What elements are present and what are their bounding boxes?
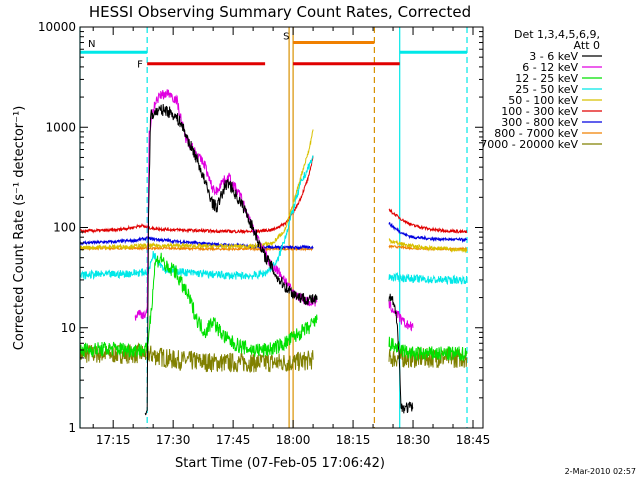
series-line-6-seg-1 [388,222,468,244]
series-line-3-seg-1 [388,271,468,286]
axes: 1 10 100 1000 10000 17:15 17:30 17:45 18:00 18:15… [38,20,490,447]
legend-label-5: 100 - 300 keV [501,105,578,118]
series-line-5-seg-0 [79,155,314,235]
x-tick-label-1: 17:30 [156,433,191,447]
y-tick-label-4: 10000 [38,20,76,34]
x-tick-label-2: 17:45 [216,433,251,447]
legend-header-0: Det 1,3,4,5,6,9, [514,28,600,41]
legend-label-2: 12 - 25 keV [515,72,578,85]
series-line-8-seg-0 [79,342,314,373]
x-tick-label-0: 17:15 [96,433,131,447]
legend-label-0: 3 - 6 keV [529,50,578,63]
x-tick-label-4: 18:15 [336,433,371,447]
series-line-0-seg-1 [388,293,414,414]
series-line-2-seg-0 [79,252,318,358]
legend-label-8: 7000 - 20000 keV [480,138,578,151]
series-line-5-seg-1 [388,208,468,234]
flag-label-s: S [283,32,289,43]
legend-header-1: Att 0 [574,39,600,52]
legend-label-4: 50 - 100 keV [508,94,578,107]
y-tick-label-3: 1000 [45,120,76,134]
x-tick-label-6: 18:45 [456,433,491,447]
series-line-2-seg-1 [388,336,468,362]
y-tick-label-0: 1 [68,421,76,435]
legend-label-7: 800 - 7000 keV [494,127,578,140]
x-tick-label-3: 18:00 [276,433,311,447]
x-axis-label: Start Time (07-Feb-05 17:06:42) [175,456,385,471]
chart-title: HESSI Observing Summary Count Rates, Cor… [89,3,471,21]
date-stamp: 2-Mar-2010 02:57 [565,467,636,476]
x-tick-label-5: 18:30 [396,433,431,447]
series-line-0-seg-0 [144,103,318,416]
series-line-6-seg-0 [79,236,314,251]
series-line-1-seg-1 [388,300,414,332]
series-line-3-seg-0 [79,155,314,280]
y-tick-label-2: 100 [53,221,76,235]
series-line-4-seg-0 [79,129,314,252]
plot-marks: N F S [79,27,468,428]
legend-label-3: 25 - 50 keV [515,83,578,96]
y-axis-label: Corrected Count Rate (s⁻¹ detector⁻¹) [12,106,27,351]
legend-label-6: 300 - 800 keV [501,116,578,129]
legend-label-1: 6 - 12 keV [522,61,578,74]
series-line-4-seg-1 [388,238,468,254]
series-line-8-seg-1 [388,346,468,369]
flag-label-n: N [88,39,95,50]
flag-label-f: F [137,60,143,71]
y-tick-label-1: 10 [61,321,76,335]
